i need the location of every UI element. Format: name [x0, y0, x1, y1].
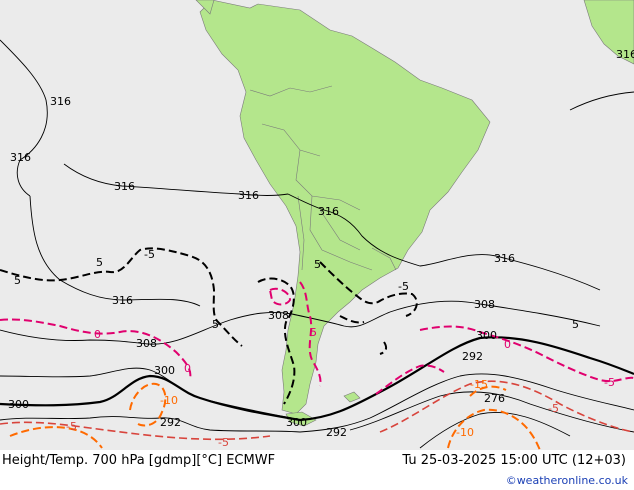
temp-label: -10: [160, 394, 178, 407]
height-label: 316: [238, 189, 259, 202]
height-label: 308: [474, 298, 495, 311]
height-label: 300: [286, 416, 307, 429]
map-footer: Height/Temp. 700 hPa [gdmp][°C] ECMWF Tu…: [0, 450, 634, 490]
height-labels: 316 316 316 316 316 316 316 308 308 308 …: [8, 48, 634, 439]
height-contour-300: [0, 336, 634, 422]
temp-contours-red: [0, 380, 634, 441]
credit-link[interactable]: ©weatheronline.co.uk: [505, 474, 628, 487]
height-label: 292: [462, 350, 483, 363]
temp-label: -5: [218, 436, 229, 449]
height-label: 300: [476, 329, 497, 342]
central-america-land: [195, 0, 215, 15]
temp-contours-minus5: [0, 247, 418, 405]
temp-label: 5: [96, 256, 103, 269]
temp-label: 5: [310, 326, 317, 339]
temp-label: -5: [398, 280, 409, 293]
map-title: Height/Temp. 700 hPa [gdmp][°C] ECMWF: [2, 453, 276, 468]
country-borders: [249, 85, 397, 271]
height-label: 276: [484, 392, 505, 405]
height-label: 316: [10, 151, 31, 164]
height-label: 316: [112, 294, 133, 307]
height-label: 308: [268, 309, 289, 322]
temp-label: 5: [314, 258, 321, 271]
temp-label: -5: [604, 376, 615, 389]
temp-label: 5: [572, 318, 579, 331]
temp-label: -15: [470, 378, 488, 391]
height-label: 292: [326, 426, 347, 439]
height-contours: [0, 39, 634, 449]
temp-contours-cold: [9, 382, 541, 451]
temp-label: -10: [456, 426, 474, 439]
temp-label: 0: [94, 328, 101, 341]
temp-label: 5: [14, 274, 21, 287]
height-label: 316: [616, 48, 634, 61]
height-label: 308: [136, 337, 157, 350]
temp-label: -5: [66, 420, 77, 433]
height-label: 316: [50, 95, 71, 108]
temp-labels: 5 -5 5 5 5 -5 0 0 0 5 -10 -15 -5 -5 -5 -…: [14, 248, 615, 449]
valid-time: Tu 25-03-2025 15:00 UTC (12+03): [402, 453, 626, 468]
height-label: 316: [318, 205, 339, 218]
temp-label: 0: [184, 362, 191, 375]
temp-label: 5: [212, 318, 219, 331]
temp-label: 0: [504, 338, 511, 351]
temp-contours-0: [0, 281, 634, 395]
height-label: 292: [160, 416, 181, 429]
height-label: 300: [154, 364, 175, 377]
temp-label: -5: [144, 248, 155, 261]
height-label: 316: [114, 180, 135, 193]
height-label: 300: [8, 398, 29, 411]
temp-label: -5: [548, 402, 559, 415]
africa-land: [583, 0, 634, 65]
south-america-land: [199, 0, 491, 415]
falkland-islands: [343, 391, 361, 403]
height-label: 316: [494, 252, 515, 265]
